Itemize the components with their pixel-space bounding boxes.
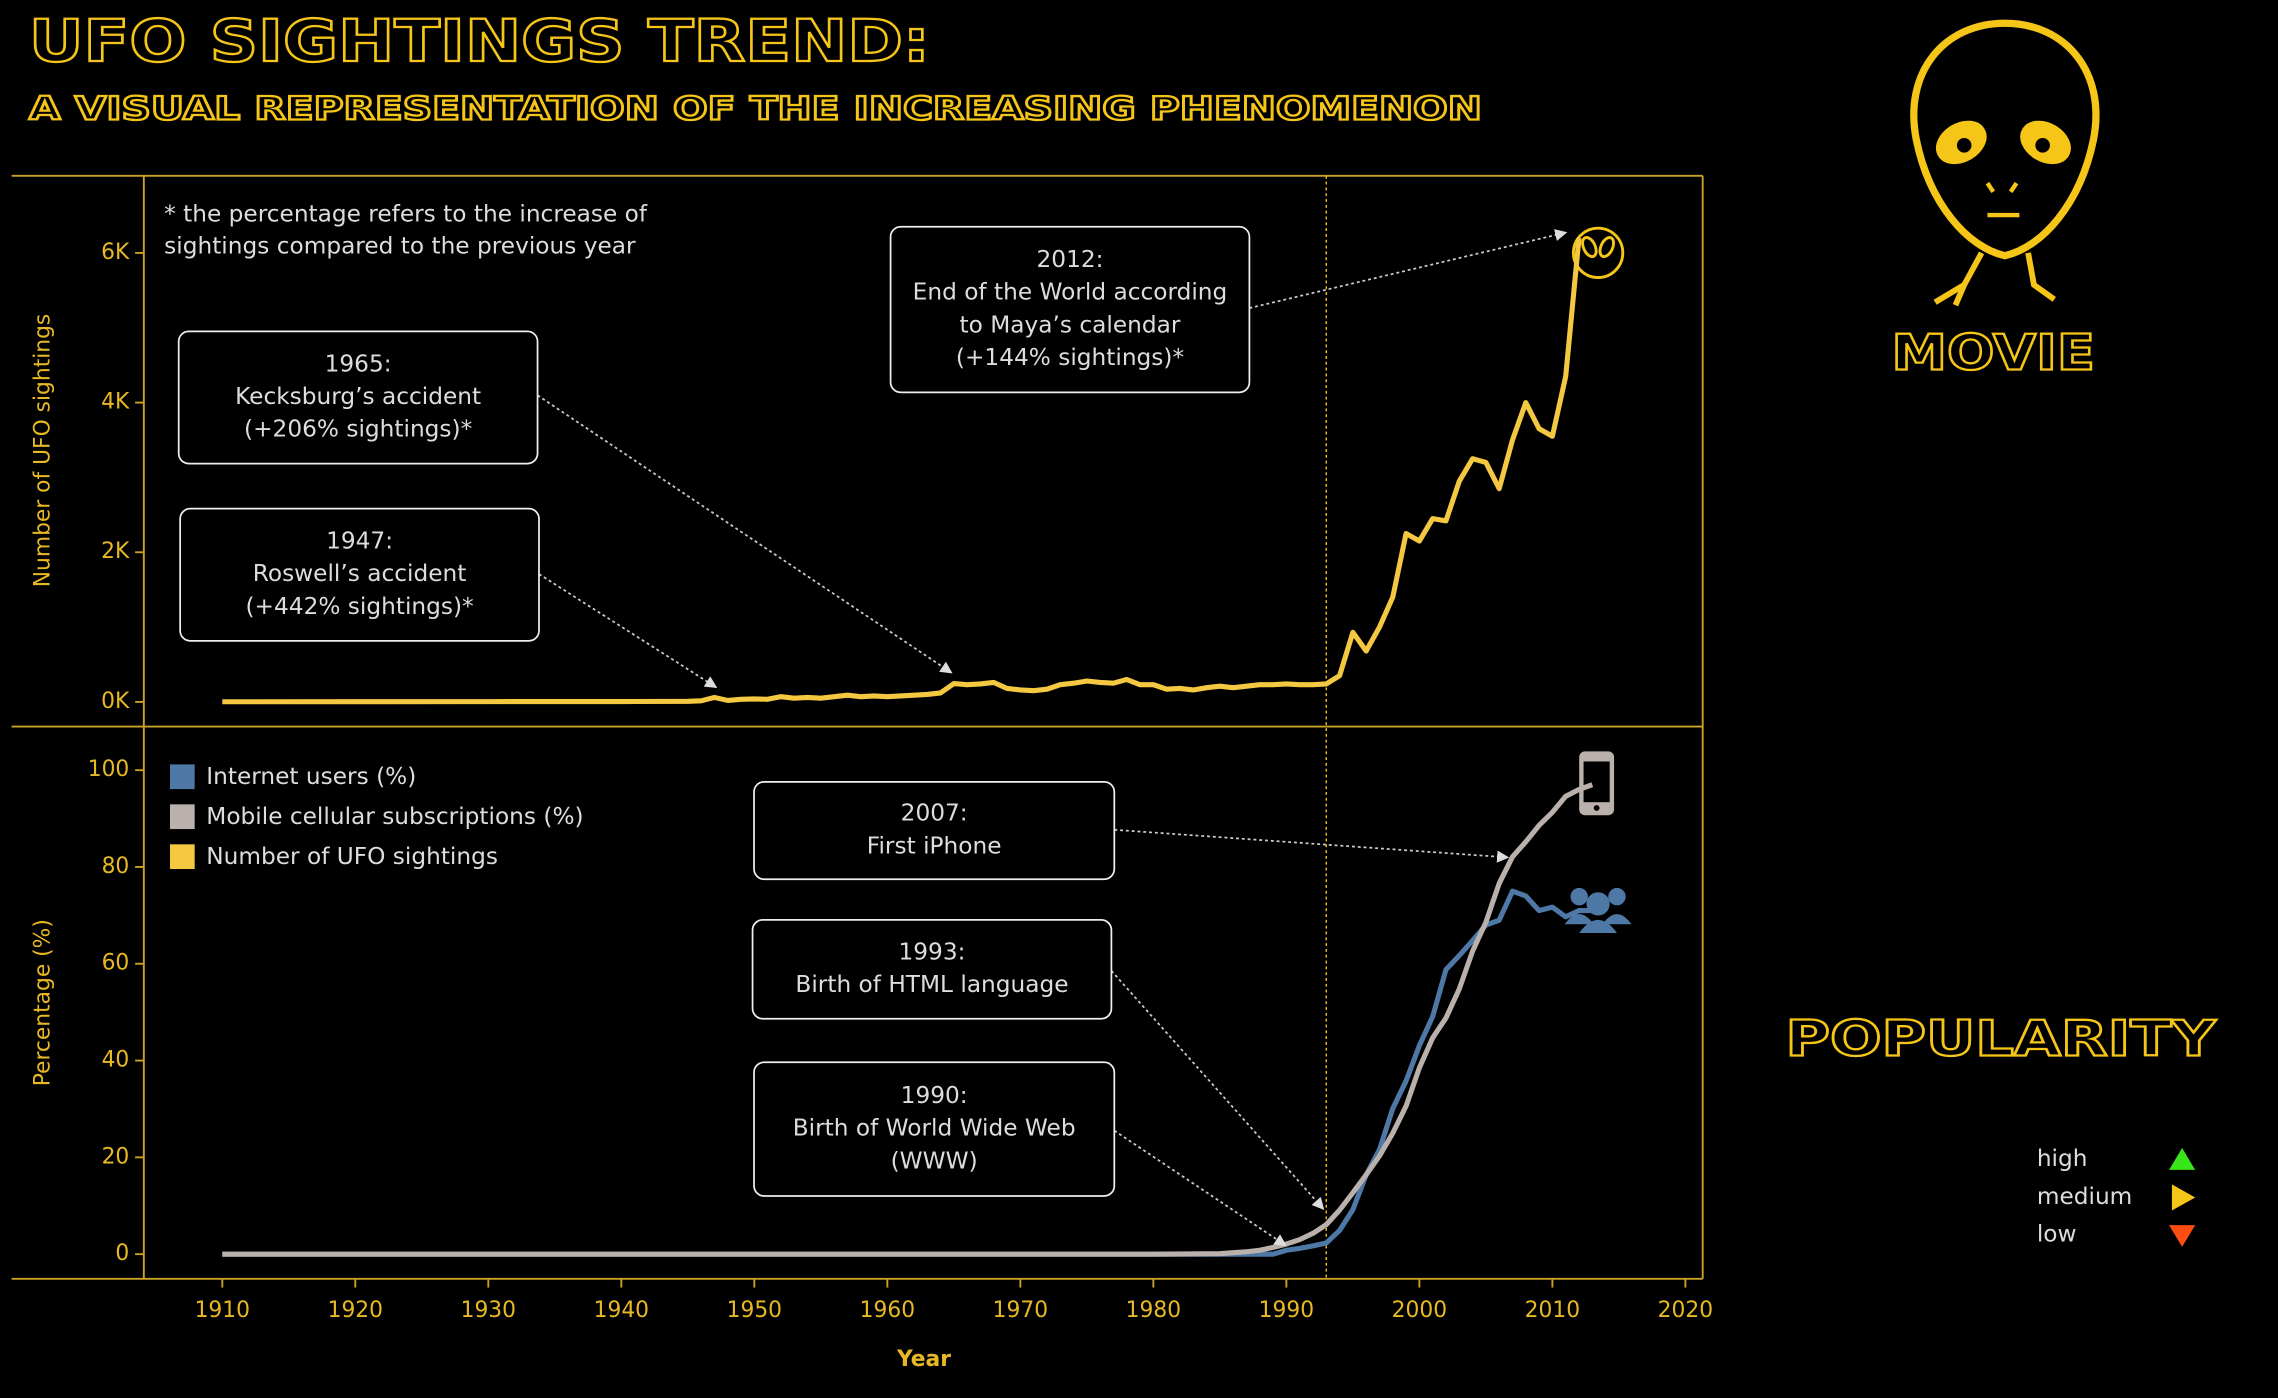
annotation-arrow (1249, 229, 1568, 309)
note: sightings compared to the previous year (164, 233, 636, 260)
annotation-text: 1947: (326, 528, 393, 555)
x-tick-label: 1950 (727, 1298, 782, 1323)
y-axis-label: Number of UFO sightings (31, 314, 56, 588)
annotation-text: (WWW) (891, 1147, 978, 1174)
annotation-text: 2012: (1037, 246, 1104, 273)
y-tick-label: 100 (88, 757, 130, 782)
annotation-box (753, 1061, 1116, 1197)
annotation-box (177, 330, 539, 465)
y-tick-label: 4K (101, 390, 130, 415)
x-tick-label: 2020 (1658, 1298, 1713, 1323)
y-tick-label: 80 (102, 854, 130, 879)
legend-label: Number of UFO sightings (206, 843, 498, 870)
annotation-arrow (1113, 1129, 1287, 1247)
annotation-text: 2007: (901, 800, 968, 827)
x-tick-label: 1910 (195, 1298, 250, 1323)
annotation-box (753, 780, 1116, 881)
annotation-text: Kecksburg’s accident (235, 383, 481, 410)
legend-label: Mobile cellular subscriptions (%) (206, 803, 583, 830)
annotation-text: Birth of World Wide Web (793, 1115, 1076, 1142)
series-line (222, 888, 1593, 1257)
legend-swatch (169, 844, 195, 870)
x-tick-label: 2000 (1392, 1298, 1447, 1323)
title: UFO SIGHTINGS TREND: (29, 7, 930, 75)
series-line (222, 782, 1594, 1257)
ufo-icon (1571, 226, 1625, 280)
popularity-marker (2171, 1184, 2196, 1211)
annotation-text: (+442% sightings)* (245, 593, 473, 620)
annotation-text: Birth of HTML language (795, 971, 1068, 998)
y-axis-label: Percentage (%) (31, 919, 56, 1086)
annotation-text: First iPhone (867, 832, 1002, 859)
y-tick-label: 40 (102, 1048, 130, 1073)
popularity-label: medium (2037, 1183, 2132, 1210)
y-tick-label: 20 (102, 1144, 130, 1169)
y-tick-label: 0K (101, 689, 130, 714)
annotation-box (889, 225, 1251, 394)
note: * the percentage refers to the increase … (164, 201, 648, 228)
y-tick-label: 6K (101, 240, 130, 265)
x-tick-label: 1990 (1259, 1298, 1314, 1323)
x-tick-label: 1920 (328, 1298, 383, 1323)
x-tick-label: 1970 (993, 1298, 1048, 1323)
x-tick-label: 1980 (1126, 1298, 1181, 1323)
phone-icon (1579, 751, 1615, 816)
annotation-text: (+144% sightings)* (956, 344, 1184, 371)
annotation-text: 1993: (898, 938, 965, 965)
annotation-arrow (537, 394, 953, 674)
y-tick-label: 60 (102, 951, 130, 976)
annotation-arrow (538, 573, 718, 689)
x-axis-label: Year (896, 1347, 951, 1372)
annotation-text: 1965: (325, 350, 392, 377)
popularity-marker (2169, 1225, 2196, 1247)
chart-frame (11, 174, 1704, 1280)
annotation-text: End of the World according (913, 279, 1228, 306)
popularity-label: low (2037, 1221, 2077, 1248)
annotation-arrow (1114, 828, 1510, 863)
alien-icon (1910, 19, 2100, 307)
popularity-label: high (2037, 1145, 2088, 1172)
annotation-text: 1990: (901, 1082, 968, 1109)
people-icon (1564, 887, 1632, 933)
subtitle: A VISUAL REPRESENTATION OF THE INCREASIN… (29, 89, 1482, 127)
x-tick-label: 1960 (860, 1298, 915, 1323)
annotation-box (751, 919, 1113, 1020)
annotation-text: Roswell’s accident (253, 560, 467, 587)
annotation-box (179, 507, 540, 642)
annotation-text: (+206% sightings)* (244, 416, 472, 443)
annotation-arrow (1110, 970, 1325, 1210)
x-tick-label: 1930 (461, 1298, 516, 1323)
annotation-text: to Maya’s calendar (960, 311, 1181, 338)
x-tick-label: 2010 (1525, 1298, 1580, 1323)
movie-label: MOVIE (1892, 324, 2095, 382)
x-tick-label: 1940 (594, 1298, 649, 1323)
legend-label: Internet users (%) (206, 763, 416, 790)
series-line (222, 237, 1582, 705)
y-tick-label: 2K (101, 539, 130, 564)
legend-swatch (169, 804, 195, 830)
popularity-title: POPULARITY (1785, 1009, 2217, 1067)
y-tick-label: 0 (115, 1241, 129, 1266)
legend-swatch (169, 764, 195, 790)
popularity-marker (2169, 1148, 2196, 1170)
